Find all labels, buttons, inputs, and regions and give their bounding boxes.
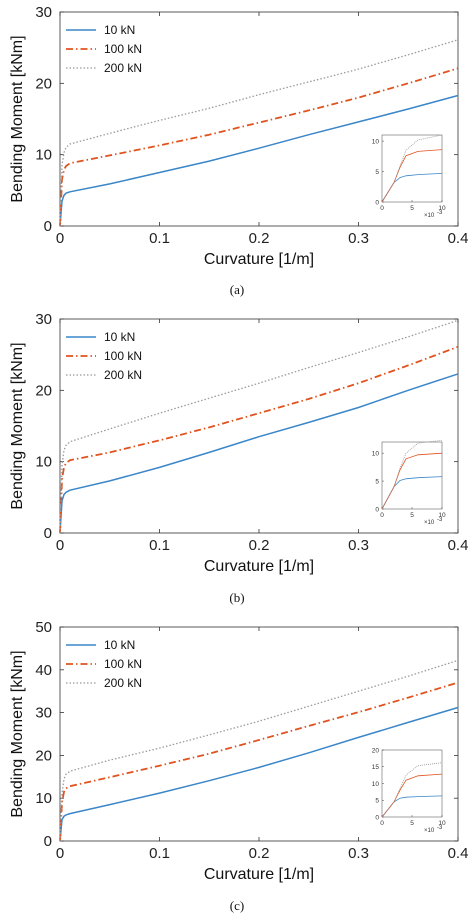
y-tick-label: 40 — [35, 662, 52, 679]
x-tick-label: 0.4 — [448, 230, 469, 247]
inset-x-exponent: -3 — [437, 517, 443, 523]
inset-y-tick-label: 10 — [372, 138, 380, 145]
chart-panel-a: 0 0.1 0.2 0.3 0.4 0 10 20 30 Curvature [1/m] Bendi… — [9, 4, 469, 268]
inset-y-tick-label: 15 — [372, 764, 380, 771]
y-tick-label: 30 — [35, 4, 52, 21]
y-tick-label: 20 — [35, 382, 52, 399]
series-line-100-kN — [59, 681, 459, 842]
legend-label: 10 kN — [104, 23, 135, 37]
inset-series-line-100-kN — [381, 452, 443, 510]
inset-y-tick-label: 0 — [375, 814, 379, 821]
inset-x-tick-label: 5 — [410, 820, 414, 827]
series-line-200-kN — [59, 659, 459, 842]
inset-x-multiplier: ×10 — [424, 520, 435, 526]
inset-y-tick-label: 5 — [375, 798, 379, 805]
inset-x-tick-label: 10 — [438, 205, 446, 212]
series-line-10-kN — [59, 706, 459, 842]
y-tick-label: 0 — [44, 525, 52, 542]
inset-x-tick-label: 0 — [380, 512, 384, 519]
chart-panel-b: 0 0.1 0.2 0.3 0.4 0 10 20 30 Curvature [1/m] Bendi… — [9, 311, 469, 575]
x-tick-label: 0.1 — [149, 230, 170, 247]
x-axis-label: Curvature [1/m] — [204, 251, 314, 268]
legend-label: 100 kN — [104, 657, 142, 671]
inset-x-exponent: -3 — [437, 210, 443, 216]
series-line-10-kN — [59, 94, 459, 227]
x-tick-label: 0.1 — [149, 845, 170, 862]
x-tick-label: 0 — [56, 845, 64, 862]
inset-y-tick-label: 20 — [372, 747, 380, 754]
x-tick-label: 0 — [56, 230, 64, 247]
inset-x-tick-label: 0 — [380, 205, 384, 212]
inset-x-tick-label: 10 — [438, 512, 446, 519]
y-tick-label: 0 — [44, 833, 52, 850]
x-tick-label: 0.2 — [249, 537, 270, 554]
y-tick-label: 0 — [44, 218, 52, 235]
legend-label: 100 kN — [104, 42, 142, 56]
y-tick-label: 10 — [35, 790, 52, 807]
x-tick-label: 0.1 — [149, 537, 170, 554]
y-axis-label: Bending Moment [kNm] — [9, 650, 26, 817]
y-tick-label: 20 — [35, 75, 52, 92]
inset-x-tick-label: 0 — [380, 820, 384, 827]
inset-y-tick-label: 10 — [372, 781, 380, 788]
inset-y-tick-label: 5 — [375, 169, 379, 176]
x-tick-label: 0.3 — [348, 845, 369, 862]
inset-x-tick-label: 5 — [410, 512, 414, 519]
y-tick-label: 20 — [35, 747, 52, 764]
x-tick-label: 0 — [56, 537, 64, 554]
caption-a: (a) — [229, 282, 245, 297]
inset-series-line-200-kN — [381, 439, 443, 510]
legend-label: 10 kN — [104, 638, 135, 652]
legend-label: 10 kN — [104, 330, 135, 344]
x-axis-label: Curvature [1/m] — [204, 866, 314, 883]
caption-c: (c) — [229, 898, 245, 913]
inset-series-line-200-kN — [381, 134, 443, 203]
inset-series-line-100-kN — [381, 149, 443, 203]
series-line-200-kN — [59, 39, 459, 227]
x-tick-label: 0.3 — [348, 230, 369, 247]
x-tick-label: 0.2 — [249, 845, 270, 862]
y-tick-label: 50 — [35, 619, 52, 636]
inset-x-exponent: -3 — [437, 825, 443, 831]
inset-y-tick-label: 0 — [375, 199, 379, 206]
x-tick-label: 0.4 — [448, 537, 469, 554]
inset-series-line-200-kN — [381, 762, 443, 818]
inset-x-multiplier: ×10 — [424, 213, 435, 219]
y-tick-label: 30 — [35, 705, 52, 722]
inset-frame — [381, 134, 443, 203]
inset-y-tick-label: 10 — [372, 450, 380, 457]
x-tick-label: 0.2 — [249, 230, 270, 247]
legend-label: 100 kN — [104, 349, 142, 363]
y-axis-label: Bending Moment [kNm] — [9, 342, 26, 509]
legend-label: 200 kN — [104, 676, 142, 690]
legend-label: 200 kN — [104, 61, 142, 75]
x-tick-label: 0.3 — [348, 537, 369, 554]
inset-x-tick-label: 10 — [438, 820, 446, 827]
legend-label: 200 kN — [104, 368, 142, 382]
series-line-10-kN — [59, 373, 459, 534]
y-axis-label: Bending Moment [kNm] — [9, 35, 26, 202]
y-tick-label: 10 — [35, 147, 52, 164]
x-axis-label: Curvature [1/m] — [204, 558, 314, 575]
inset-frame — [381, 749, 443, 818]
inset-x-multiplier: ×10 — [424, 828, 435, 834]
inset-y-tick-label: 0 — [375, 506, 379, 513]
y-tick-label: 10 — [35, 454, 52, 471]
x-tick-label: 0.4 — [448, 845, 469, 862]
caption-b: (b) — [229, 590, 245, 605]
inset-frame — [381, 441, 443, 510]
inset-x-tick-label: 5 — [410, 205, 414, 212]
inset-y-tick-label: 5 — [375, 478, 379, 485]
series-line-200-kN — [59, 319, 459, 534]
y-tick-label: 30 — [35, 311, 52, 328]
